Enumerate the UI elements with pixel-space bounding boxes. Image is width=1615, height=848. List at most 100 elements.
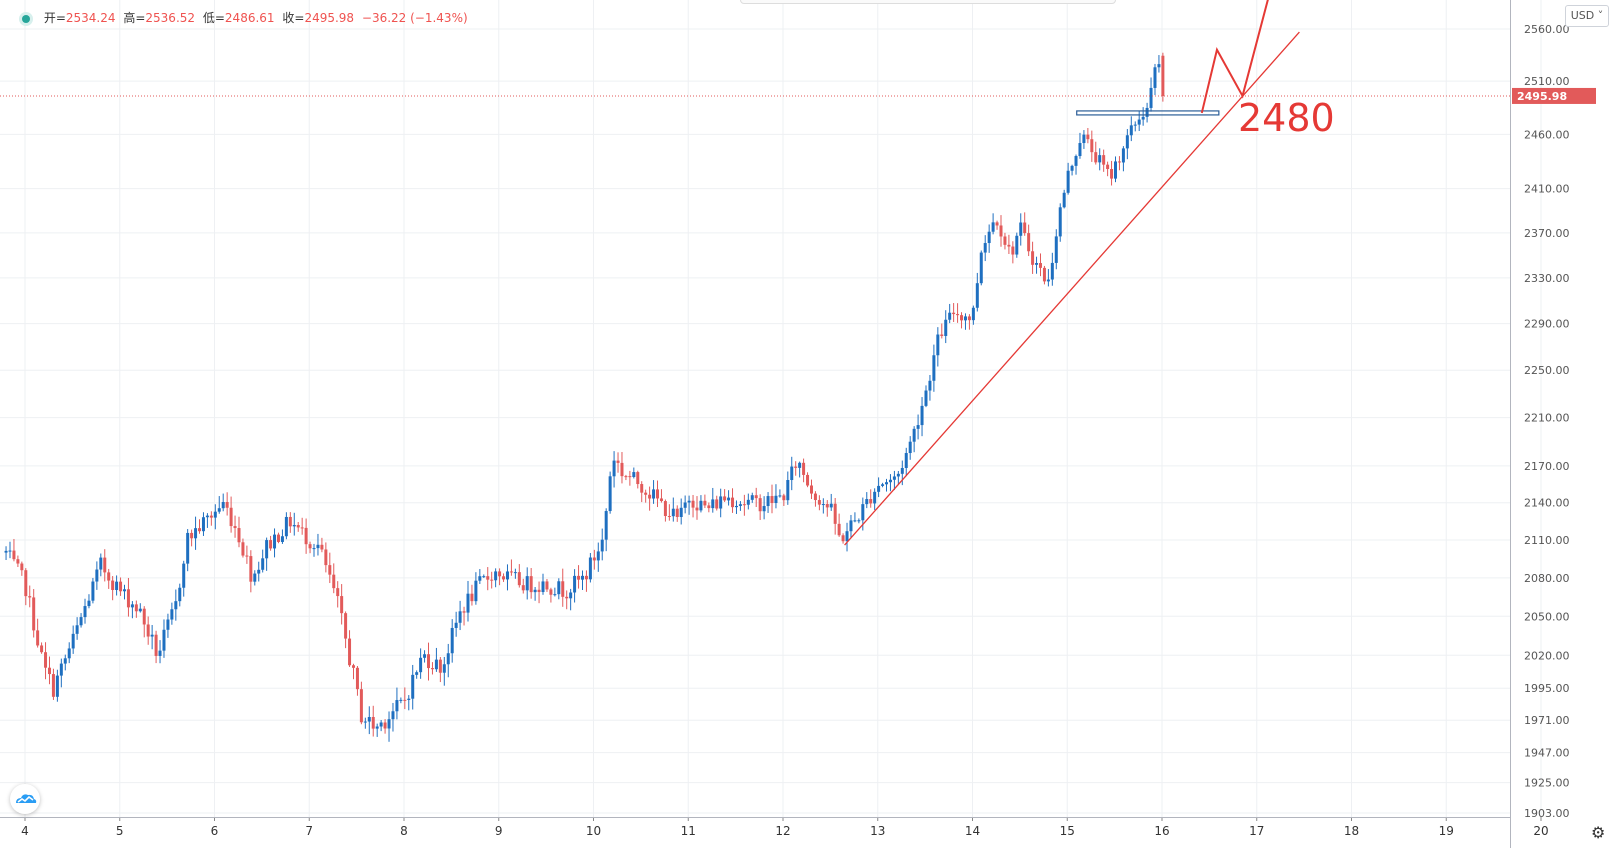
candle-body <box>233 526 237 529</box>
candle-body <box>91 581 95 601</box>
y-tick-label: 2510.00 <box>1524 75 1570 88</box>
x-tick-label: 4 <box>21 824 29 838</box>
candle-body <box>399 699 403 701</box>
candle-body <box>446 653 450 665</box>
candle-body <box>130 604 134 608</box>
candle-body <box>569 592 573 599</box>
candle-body <box>174 601 178 610</box>
candle-body <box>434 659 438 670</box>
candle-body <box>146 624 150 637</box>
candle-body <box>1086 134 1090 140</box>
candle-body <box>288 516 292 527</box>
candle-body <box>995 222 999 226</box>
candle-body <box>383 722 387 729</box>
candle-body <box>557 581 561 595</box>
candle-body <box>659 498 663 502</box>
candle-body <box>316 544 320 549</box>
candle-body <box>107 572 111 581</box>
support-trendline[interactable] <box>844 31 1300 546</box>
candle-body <box>75 625 79 634</box>
candle-body <box>8 550 12 552</box>
candle-body <box>719 496 723 509</box>
candle-body <box>328 565 332 575</box>
legend-close-label: 收= <box>282 11 305 25</box>
candle-body <box>770 496 774 503</box>
candle-body <box>960 315 964 321</box>
candle-body <box>166 619 170 630</box>
support-level-box[interactable] <box>1076 110 1220 116</box>
tradingview-logo[interactable] <box>10 784 40 814</box>
candle-body <box>462 611 466 613</box>
candle-body <box>300 527 304 529</box>
candle-body <box>126 589 130 608</box>
candle-body <box>1157 64 1161 68</box>
candle-body <box>63 658 67 664</box>
candle-body <box>205 515 209 518</box>
candle-body <box>71 633 75 649</box>
candle-body <box>908 441 912 454</box>
candle-body <box>987 231 991 244</box>
candle-body <box>249 556 253 582</box>
currency-selector[interactable]: USD ˅ <box>1565 5 1609 27</box>
candle-body <box>924 390 928 406</box>
x-tick-label: 17 <box>1249 824 1264 838</box>
y-tick-label: 2080.00 <box>1524 572 1570 585</box>
candle-body <box>711 499 715 509</box>
candle-body <box>320 544 324 550</box>
candle-body <box>786 480 790 501</box>
candle-body <box>695 507 699 511</box>
candle-body <box>138 608 142 612</box>
candle-body <box>1003 236 1007 245</box>
candle-body <box>881 484 885 486</box>
candle-body <box>896 473 900 477</box>
candle-body <box>344 613 348 639</box>
candle-body <box>573 575 577 593</box>
candle-body <box>794 466 798 468</box>
candle-body <box>537 589 541 593</box>
candle-body <box>296 524 300 528</box>
level-annotation-2480[interactable]: 2480 <box>1238 96 1335 140</box>
candle-body <box>892 476 896 480</box>
candle-body <box>395 700 399 712</box>
settings-gear-icon[interactable]: ⚙ <box>1591 823 1606 842</box>
candle-body <box>1133 124 1137 126</box>
candle-body <box>885 482 889 485</box>
x-tick-label: 20 <box>1533 824 1548 838</box>
candle-body <box>1058 207 1062 237</box>
candle-body <box>1153 67 1157 88</box>
candle-body <box>269 540 273 549</box>
candle-body <box>4 550 8 553</box>
candle-body <box>95 569 99 582</box>
candle-body <box>853 520 857 522</box>
candle-body <box>450 627 454 654</box>
candle-body <box>280 536 284 542</box>
top-toolbar-panel[interactable] <box>740 0 1116 4</box>
candle-body <box>12 550 16 560</box>
y-tick-label: 2140.00 <box>1524 497 1570 510</box>
candle-body <box>648 494 652 499</box>
candle-body <box>766 496 770 507</box>
cloud-logo-icon <box>16 794 37 803</box>
candle-body <box>620 462 624 477</box>
candle-body <box>407 698 411 700</box>
x-tick-label: 18 <box>1344 824 1359 838</box>
projection-path[interactable] <box>1200 0 1271 114</box>
candle-body <box>28 596 32 598</box>
candle-body <box>190 532 194 539</box>
candle-body <box>877 485 881 492</box>
candle-body <box>162 629 166 651</box>
x-tick-label: 9 <box>495 824 503 838</box>
drawings[interactable]: 2480 <box>0 0 1510 546</box>
last-price-tag: 2495.98 <box>1517 90 1567 103</box>
candle-body <box>750 495 754 500</box>
candle-body <box>182 563 186 588</box>
candle-body <box>715 499 719 509</box>
chevron-down-icon: ˅ <box>1594 9 1604 22</box>
candle-body <box>178 587 182 602</box>
candle-body <box>225 502 229 508</box>
candle-body <box>806 474 810 486</box>
candle-body <box>79 617 83 626</box>
